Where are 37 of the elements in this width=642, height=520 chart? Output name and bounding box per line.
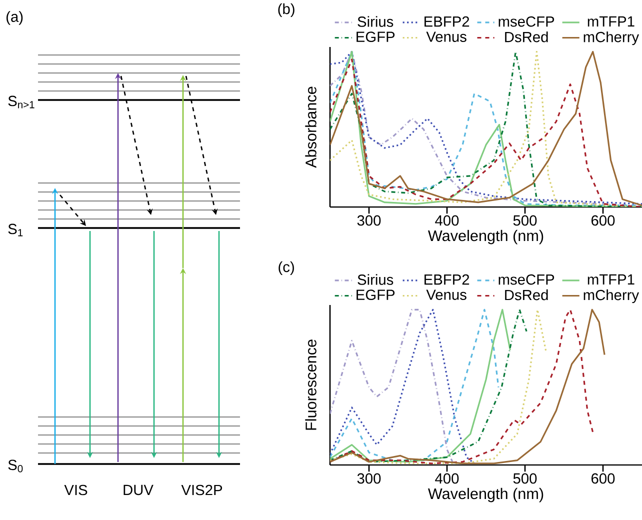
x-tick-label: 500 [513, 473, 537, 484]
legend-label: mCherry [584, 289, 640, 304]
legend-label: EBFP2 [424, 16, 470, 27]
legend-label: mTFP1 [588, 16, 634, 26]
text: S$_{1}$ [8, 224, 23, 236]
x-tick-label: 500 [513, 215, 537, 226]
legend-label: Sirius [358, 16, 394, 27]
legend-label: Sirius [358, 274, 394, 285]
text: DUV [124, 484, 154, 496]
x-tick-label: 600 [592, 473, 615, 484]
y-axis-title: Fluorescence [305, 340, 316, 430]
legend-label: mseCFP [498, 274, 554, 285]
text: VIS2P [181, 484, 222, 496]
chart-title: (b) [278, 3, 294, 18]
legend-label: Venus [426, 32, 466, 42]
text: (a) [6, 11, 23, 25]
legend-label: mTFP1 [588, 274, 634, 284]
x-tick-label: 300 [357, 215, 381, 226]
x-tick-label: 400 [435, 215, 459, 226]
legend-label: DsRed [505, 31, 548, 42]
legend-label: mCherry [584, 31, 640, 46]
x-tick-label: 300 [357, 473, 381, 484]
x-tick-label: 400 [435, 473, 459, 484]
y-axis-title: Absorbance [305, 86, 316, 168]
legend-label: Venus [426, 290, 466, 300]
legend-label: EGFP [356, 290, 395, 300]
text: S$_{0}$ [8, 460, 23, 472]
x-axis-title: Wavelength (nm) [428, 230, 544, 244]
text: VIS [64, 484, 88, 496]
legend-label: EBFP2 [424, 274, 470, 285]
chart-title: (c) [278, 261, 294, 276]
text: S$_{n>1}$ [8, 96, 34, 108]
legend-label: EGFP [356, 32, 395, 42]
legend-label: mseCFP [498, 16, 554, 27]
x-axis-title: Wavelength (nm) [428, 488, 544, 502]
legend-label: DsRed [505, 289, 548, 300]
x-tick-label: 600 [592, 215, 615, 226]
